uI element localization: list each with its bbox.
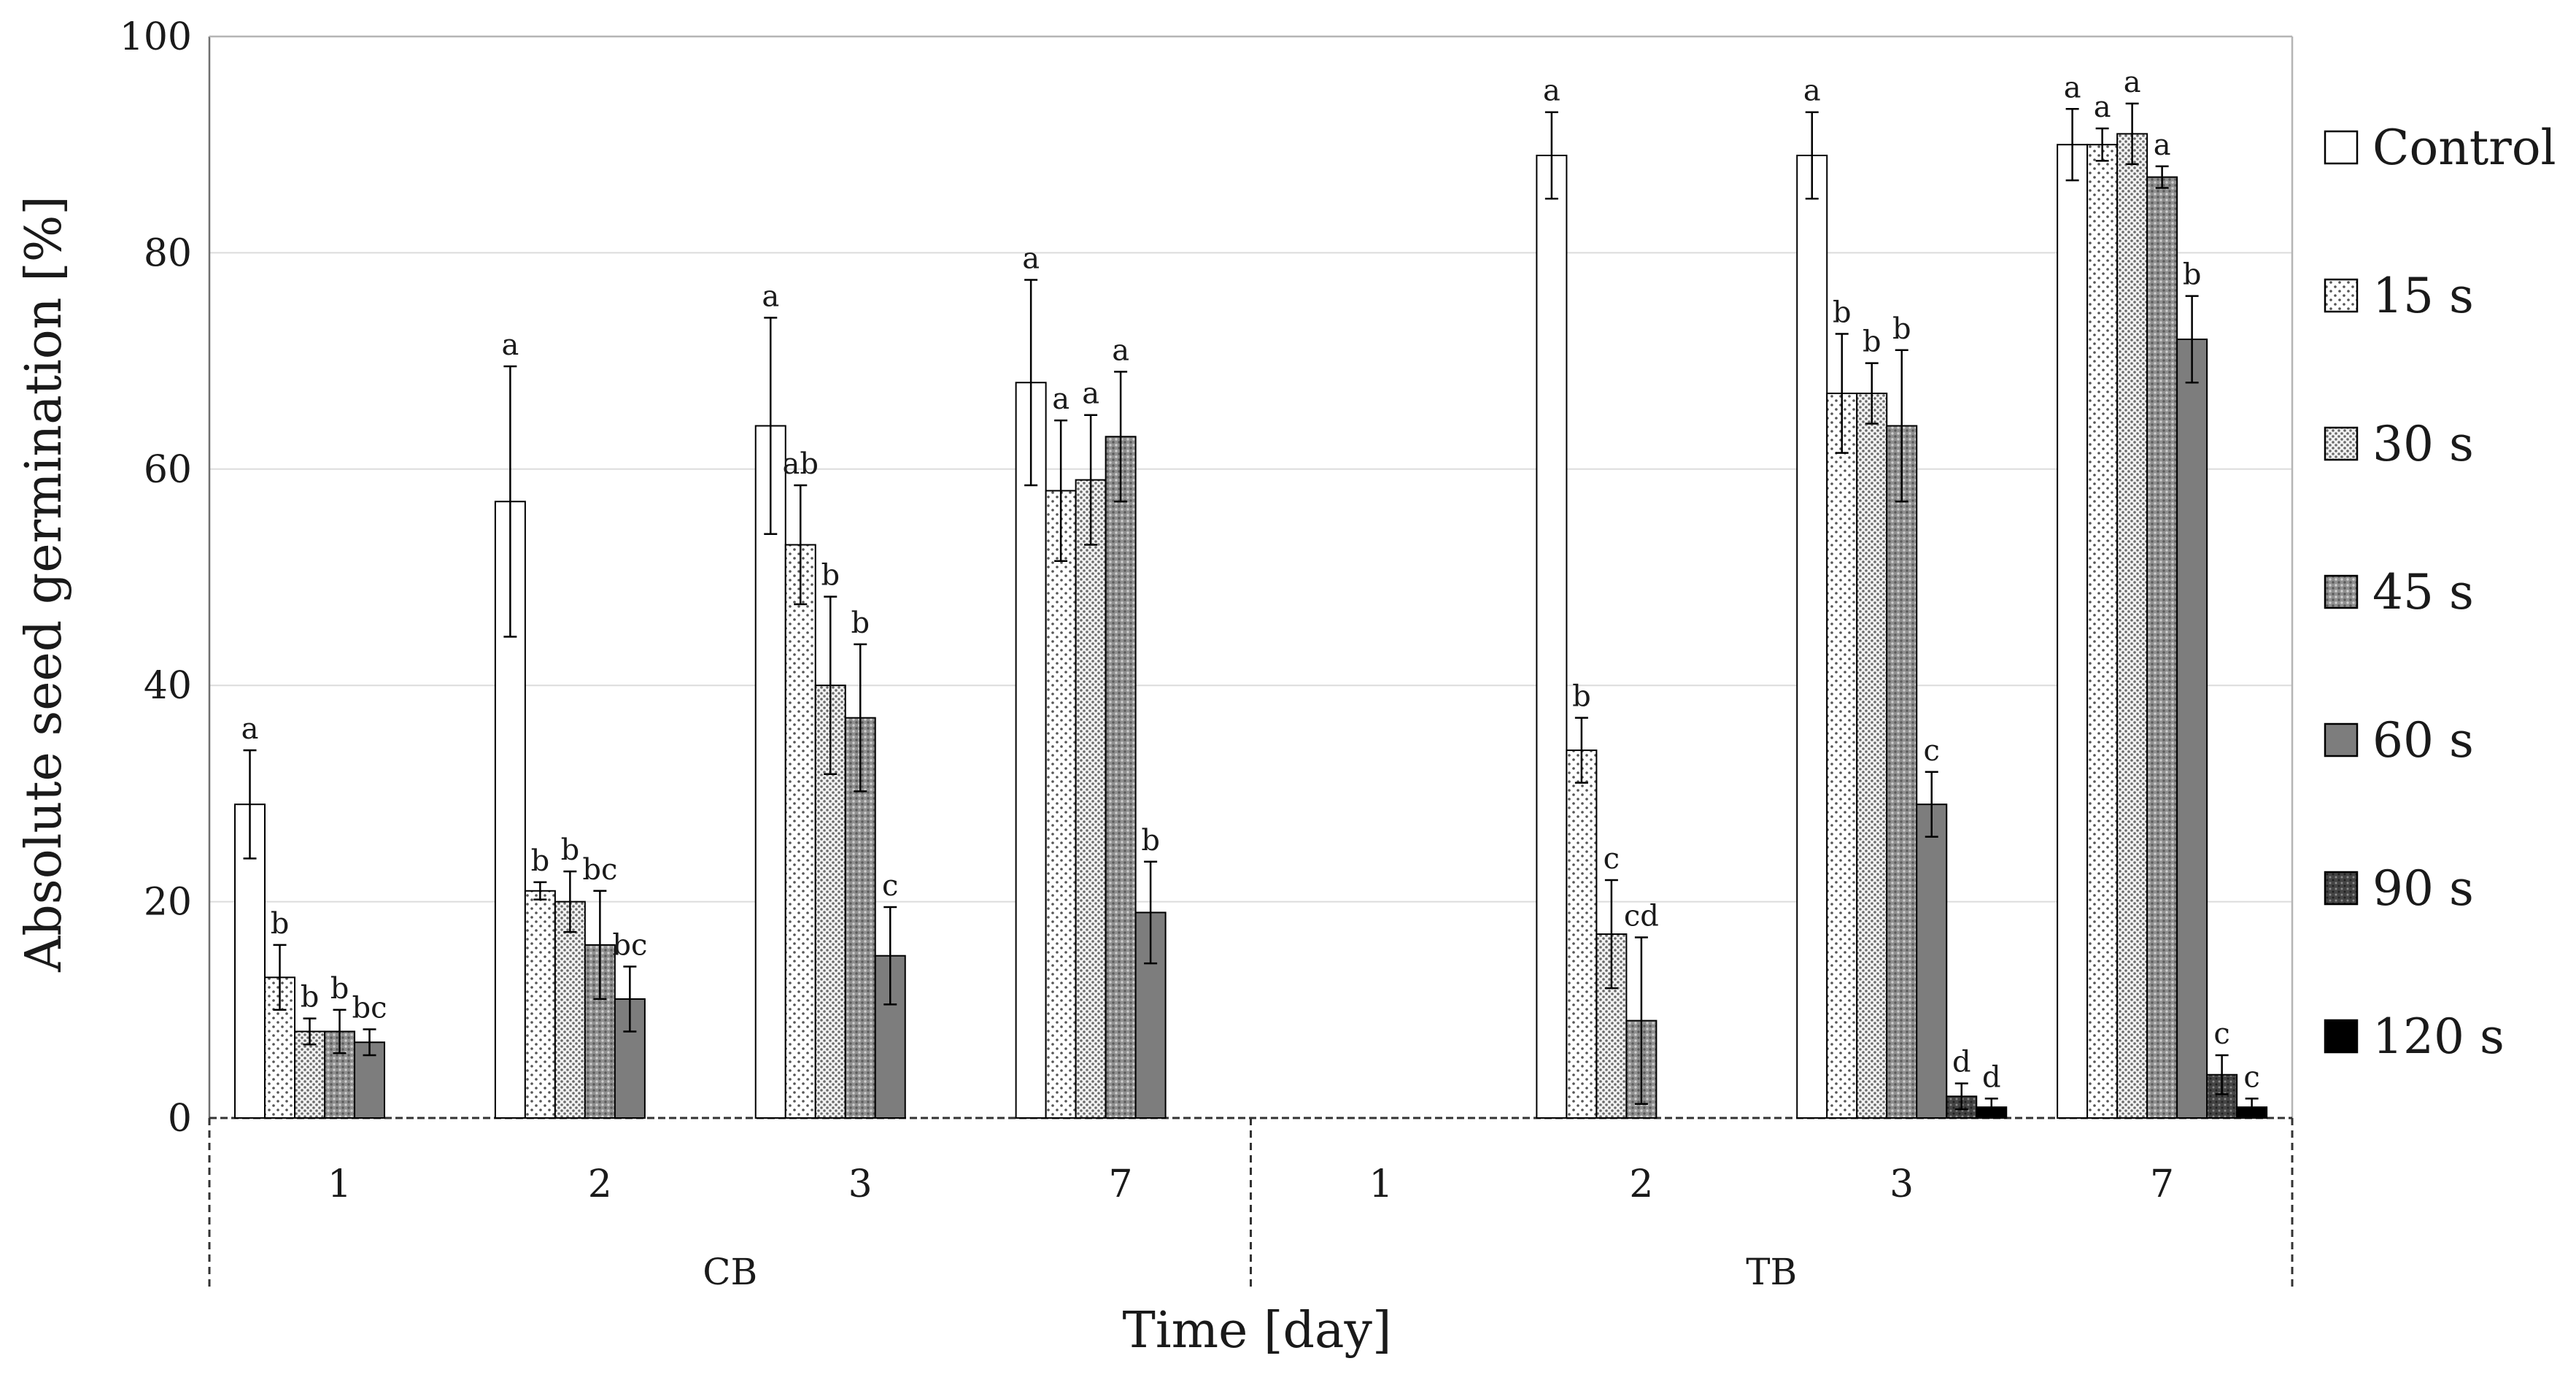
legend-label-4: 60 s xyxy=(2372,712,2474,768)
x-tick-label: 3 xyxy=(1890,1163,1914,1206)
significance-label: a xyxy=(762,279,779,313)
x-tick-label: 2 xyxy=(588,1163,612,1206)
y-tick-label: 0 xyxy=(168,1097,192,1141)
significance-label: b xyxy=(1863,325,1881,359)
significance-label: c xyxy=(2213,1017,2229,1051)
significance-label: ab xyxy=(783,447,819,481)
legend-label-2: 30 s xyxy=(2372,416,2474,472)
significance-label: b xyxy=(1141,824,1160,857)
significance-label: bc xyxy=(612,929,647,963)
x-axis-title: Time [day] xyxy=(1123,1302,1392,1360)
significance-label: b xyxy=(561,833,580,867)
significance-label: b xyxy=(2183,258,2202,292)
legend: Control 15 s 30 s 45 s 60 s 90 s 120 s xyxy=(2324,120,2556,1065)
legend-swatch-0 xyxy=(2324,130,2359,165)
y-tick-label: 60 xyxy=(144,448,192,492)
legend-swatch-1 xyxy=(2324,278,2359,313)
significance-label: a xyxy=(2094,90,2111,124)
significance-label: a xyxy=(501,328,519,362)
significance-label: a xyxy=(1052,382,1070,416)
significance-label: b xyxy=(1833,296,1852,330)
bar xyxy=(844,717,876,1119)
legend-swatch-4 xyxy=(2324,722,2359,757)
bar xyxy=(2176,338,2208,1119)
x-tick-label: 7 xyxy=(1109,1163,1133,1206)
legend-label-5: 90 s xyxy=(2372,860,2474,917)
bar xyxy=(1886,425,1918,1119)
significance-label: bc xyxy=(582,853,617,887)
significance-label: c xyxy=(1604,842,1620,876)
bar xyxy=(1796,155,1828,1119)
significance-label: c xyxy=(882,869,898,903)
bar xyxy=(2057,144,2089,1119)
legend-swatch-3 xyxy=(2324,574,2359,609)
group-label-CB: CB xyxy=(703,1251,757,1293)
significance-label: a xyxy=(1112,333,1129,367)
significance-label: d xyxy=(1952,1046,1971,1079)
bar xyxy=(1916,803,1948,1119)
bar xyxy=(554,901,586,1119)
significance-label: a xyxy=(1543,74,1560,108)
significance-label: b xyxy=(851,606,870,640)
x-tick-label: 2 xyxy=(1629,1163,1653,1206)
significance-label: b xyxy=(821,559,840,593)
bar xyxy=(2086,144,2119,1119)
bar xyxy=(1856,393,1888,1119)
significance-label: a xyxy=(2124,66,2141,99)
significance-label: b xyxy=(301,981,320,1014)
bar xyxy=(784,544,816,1119)
legend-swatch-6 xyxy=(2324,1019,2359,1054)
significance-label: a xyxy=(1022,242,1040,275)
significance-label: a xyxy=(1082,377,1099,411)
legend-swatch-5 xyxy=(2324,871,2359,906)
bar xyxy=(754,425,786,1119)
significance-label: b xyxy=(531,844,550,878)
significance-label: bc xyxy=(352,991,387,1025)
significance-label: b xyxy=(330,972,349,1006)
significance-label: b xyxy=(1892,312,1911,346)
x-tick-label: 3 xyxy=(848,1163,873,1206)
significance-label: cd xyxy=(1624,900,1659,933)
bars xyxy=(234,133,2268,1119)
x-tick-label: 1 xyxy=(328,1163,352,1206)
bar xyxy=(1045,490,1077,1119)
significance-label: a xyxy=(241,712,259,746)
legend-label-3: 45 s xyxy=(2372,564,2474,620)
bar xyxy=(1536,155,1568,1119)
legend-label-1: 15 s xyxy=(2372,268,2474,324)
x-axis: 1 2 3 7 CB 1 2 3 7 TB xyxy=(328,1163,2174,1293)
group-label-TB: TB xyxy=(1746,1251,1797,1293)
error-bars xyxy=(243,102,2259,1117)
y-tick-label: 40 xyxy=(144,664,192,708)
legend-swatch-2 xyxy=(2324,426,2359,461)
legend-label-6: 120 s xyxy=(2372,1009,2505,1065)
significance-label: a xyxy=(2154,128,2171,162)
bar xyxy=(1015,382,1047,1119)
significance-label: a xyxy=(1803,74,1821,108)
significance-label: c xyxy=(2243,1060,2259,1094)
y-axis: 0 20 40 60 80 100 xyxy=(120,15,192,1141)
significance-label: d xyxy=(1982,1060,2001,1094)
bar xyxy=(1075,479,1107,1119)
x-tick-label: 1 xyxy=(1369,1163,1393,1206)
y-tick-label: 80 xyxy=(144,231,192,275)
bar xyxy=(1826,393,1858,1119)
bar xyxy=(1566,749,1598,1119)
significance-label: c xyxy=(1924,734,1940,768)
x-tick-label: 7 xyxy=(2150,1163,2174,1206)
significance-label: b xyxy=(271,907,290,941)
bar xyxy=(1105,436,1137,1119)
significance-label: b xyxy=(1572,680,1591,714)
legend-label-0: Control xyxy=(2372,120,2556,176)
bar xyxy=(2116,133,2148,1119)
y-tick-label: 20 xyxy=(144,881,192,925)
significance-label: a xyxy=(2064,71,2081,104)
y-tick-label: 100 xyxy=(120,15,192,59)
y-axis-title: Absolute seed germination [%] xyxy=(15,196,73,973)
bar xyxy=(524,890,556,1119)
bar xyxy=(2146,176,2178,1119)
